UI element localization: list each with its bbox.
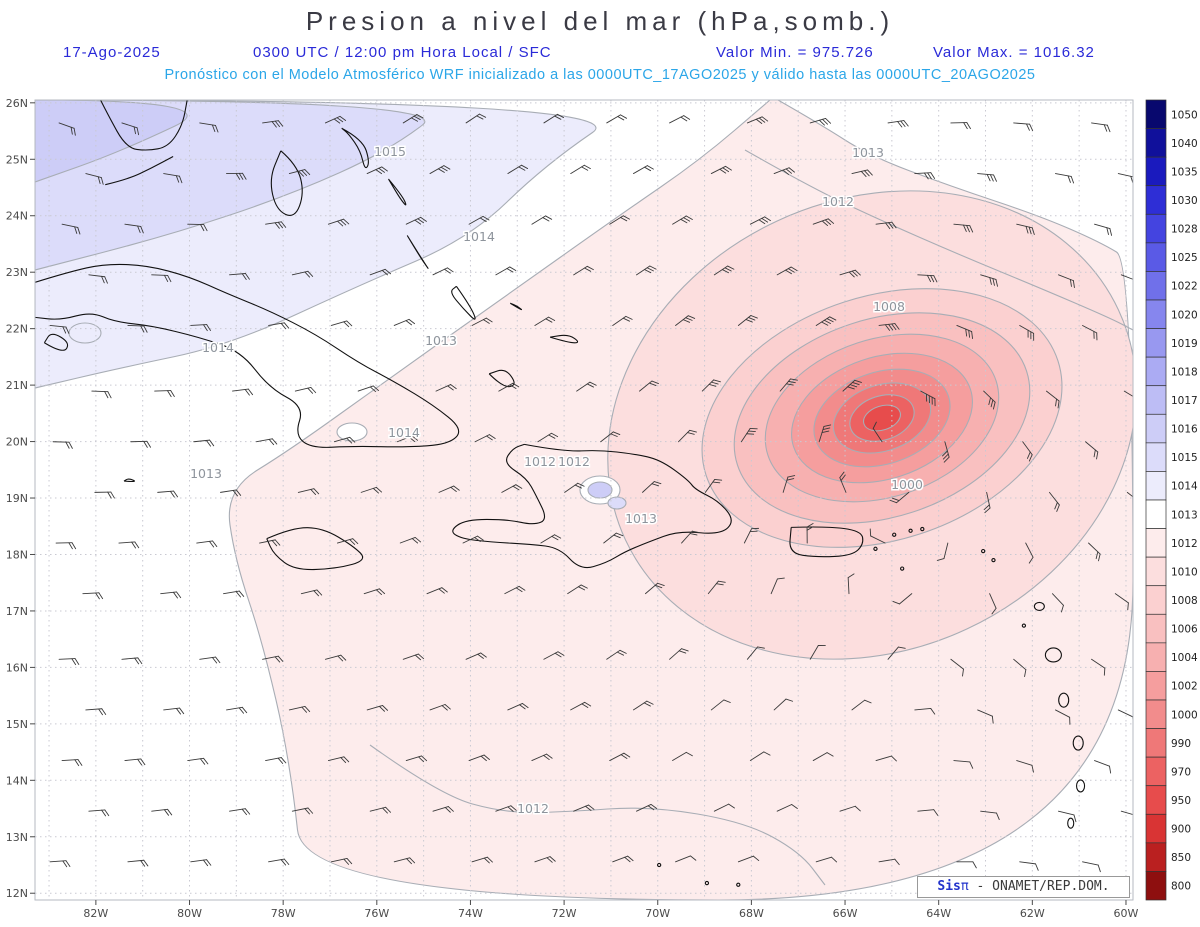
svg-text:990: 990 bbox=[1171, 738, 1191, 750]
colorbar: 1050 1040 1035 1030 1028 1025 1022 1020 1019 1018… bbox=[1145, 99, 1198, 901]
svg-text:64W: 64W bbox=[926, 907, 951, 920]
svg-text:950: 950 bbox=[1171, 795, 1191, 807]
svg-text:74W: 74W bbox=[458, 907, 483, 920]
svg-text:1013: 1013 bbox=[190, 466, 222, 481]
svg-text:22N: 22N bbox=[6, 323, 28, 336]
svg-text:1010: 1010 bbox=[1171, 566, 1198, 578]
credit-brand: Sis bbox=[937, 879, 961, 894]
svg-text:1040: 1040 bbox=[1171, 138, 1198, 150]
svg-text:1000: 1000 bbox=[891, 477, 923, 492]
max-value-label: Valor Max. = 1016.32 bbox=[933, 44, 1095, 61]
credit-text: - ONAMET/REP.DOM. bbox=[976, 879, 1110, 894]
svg-text:72W: 72W bbox=[552, 907, 577, 920]
svg-text:23N: 23N bbox=[6, 266, 28, 279]
svg-text:1012: 1012 bbox=[822, 194, 854, 209]
svg-text:850: 850 bbox=[1171, 852, 1191, 864]
svg-text:62W: 62W bbox=[1020, 907, 1045, 920]
svg-text:18N: 18N bbox=[6, 548, 28, 561]
svg-text:1008: 1008 bbox=[1171, 595, 1198, 607]
svg-text:21N: 21N bbox=[6, 379, 28, 392]
min-value-label: Valor Min. = 975.726 bbox=[716, 44, 874, 61]
svg-text:80W: 80W bbox=[177, 907, 202, 920]
svg-text:1000: 1000 bbox=[1171, 709, 1198, 721]
svg-text:900: 900 bbox=[1171, 824, 1191, 836]
svg-text:1018: 1018 bbox=[1171, 366, 1198, 378]
svg-text:1006: 1006 bbox=[1171, 624, 1198, 636]
svg-text:17N: 17N bbox=[6, 605, 28, 618]
svg-text:78W: 78W bbox=[271, 907, 296, 920]
wind-barbs bbox=[49, 113, 1133, 873]
svg-text:26N: 26N bbox=[6, 97, 28, 110]
svg-text:1004: 1004 bbox=[1171, 652, 1198, 664]
svg-text:24N: 24N bbox=[6, 210, 28, 223]
subtitle-row: 17-Ago-2025 0300 UTC / 12:00 pm Hora Loc… bbox=[0, 44, 1200, 64]
svg-text:15N: 15N bbox=[6, 718, 28, 731]
svg-text:1014: 1014 bbox=[463, 229, 495, 244]
svg-text:76W: 76W bbox=[364, 907, 389, 920]
credit-pi-icon: π bbox=[960, 879, 969, 894]
svg-text:970: 970 bbox=[1171, 766, 1191, 778]
svg-text:1013: 1013 bbox=[1171, 509, 1198, 521]
svg-text:1025: 1025 bbox=[1171, 252, 1198, 264]
svg-text:1013: 1013 bbox=[425, 333, 457, 348]
svg-text:1013: 1013 bbox=[852, 145, 884, 160]
svg-text:70W: 70W bbox=[645, 907, 670, 920]
svg-text:68W: 68W bbox=[739, 907, 764, 920]
page-title: Presion a nivel del mar (hPa,somb.) bbox=[305, 6, 895, 36]
svg-text:1012: 1012 bbox=[558, 454, 590, 469]
svg-text:16N: 16N bbox=[6, 661, 28, 674]
svg-text:20N: 20N bbox=[6, 436, 28, 449]
svg-text:1016: 1016 bbox=[1171, 424, 1198, 436]
svg-text:1012: 1012 bbox=[1171, 538, 1198, 550]
svg-text:1017: 1017 bbox=[1171, 395, 1198, 407]
svg-text:1035: 1035 bbox=[1171, 166, 1198, 178]
plot-frame bbox=[34, 99, 1134, 901]
svg-text:1030: 1030 bbox=[1171, 195, 1198, 207]
svg-text:1028: 1028 bbox=[1171, 224, 1198, 236]
svg-text:1013: 1013 bbox=[625, 511, 657, 526]
svg-text:1019: 1019 bbox=[1171, 338, 1198, 350]
svg-text:1015: 1015 bbox=[374, 144, 406, 159]
svg-text:800: 800 bbox=[1171, 881, 1191, 893]
contour-lines bbox=[369, 149, 1133, 886]
svg-text:1014: 1014 bbox=[1171, 481, 1198, 493]
credit-box: Sisπ - ONAMET/REP.DOM. bbox=[917, 876, 1130, 898]
svg-text:14N: 14N bbox=[6, 774, 28, 787]
svg-text:66W: 66W bbox=[833, 907, 858, 920]
axis-labels: 26N 25N 24N 23N 22N 21N 20N 19N 18N 17N 16N 15N 14N 1… bbox=[6, 97, 1139, 920]
svg-text:1012: 1012 bbox=[517, 801, 549, 816]
svg-text:25N: 25N bbox=[6, 153, 28, 166]
svg-text:60W: 60W bbox=[1114, 907, 1139, 920]
svg-text:19N: 19N bbox=[6, 492, 28, 505]
valid-time-label: 0300 UTC / 12:00 pm Hora Local / SFC bbox=[253, 44, 552, 61]
svg-text:13N: 13N bbox=[6, 831, 28, 844]
svg-text:1022: 1022 bbox=[1171, 281, 1198, 293]
svg-text:1014: 1014 bbox=[388, 425, 420, 440]
contour-labels: 1015 1013 1012 1014 1008 1014 1013 1014 1013 1012… bbox=[189, 143, 925, 818]
svg-text:1014: 1014 bbox=[202, 340, 234, 355]
pressure-shading bbox=[35, 100, 1133, 900]
date-label: 17-Ago-2025 bbox=[63, 44, 161, 61]
svg-text:1050: 1050 bbox=[1171, 109, 1198, 121]
svg-text:12N: 12N bbox=[6, 887, 28, 900]
svg-text:1002: 1002 bbox=[1171, 681, 1198, 693]
svg-text:1015: 1015 bbox=[1171, 452, 1198, 464]
svg-text:1008: 1008 bbox=[873, 299, 905, 314]
svg-text:82W: 82W bbox=[83, 907, 108, 920]
svg-text:1012: 1012 bbox=[524, 454, 556, 469]
forecast-note: Pronóstico con el Modelo Atmosférico WRF… bbox=[164, 67, 1036, 83]
svg-text:1020: 1020 bbox=[1171, 309, 1198, 321]
